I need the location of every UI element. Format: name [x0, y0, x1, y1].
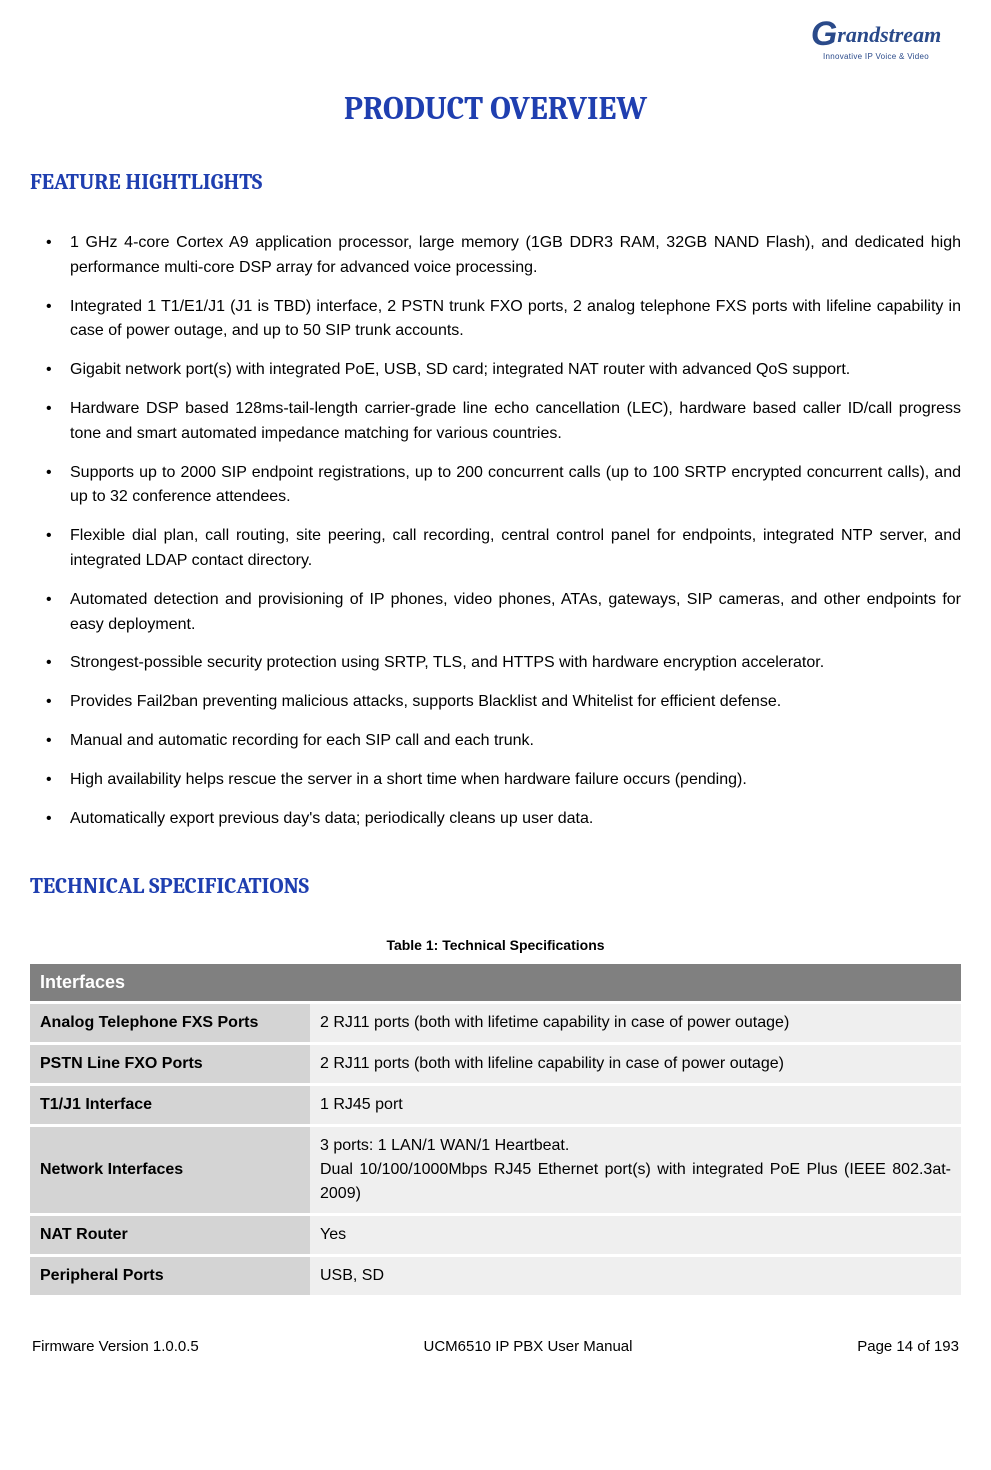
footer-page-number: Page 14 of 193 [857, 1338, 959, 1355]
list-item: Hardware DSP based 128ms-tail-length car… [38, 397, 961, 447]
feature-highlights-list: 1 GHz 4-core Cortex A9 application proce… [30, 231, 961, 831]
spec-label: Network Interfaces [30, 1127, 310, 1213]
spec-value: 2 RJ11 ports (both with lifetime capabil… [310, 1004, 961, 1042]
features-section-title: FEATURE HIGHTLIGHTS [30, 169, 961, 195]
table-row: PSTN Line FXO Ports 2 RJ11 ports (both w… [30, 1045, 961, 1083]
table-row: T1/J1 Interface 1 RJ45 port [30, 1086, 961, 1124]
page-footer: Firmware Version 1.0.0.5 UCM6510 IP PBX … [30, 1338, 961, 1355]
list-item: Strongest-possible security protection u… [38, 651, 961, 676]
footer-firmware-version: Firmware Version 1.0.0.5 [32, 1338, 199, 1355]
list-item: Manual and automatic recording for each … [38, 729, 961, 754]
spec-label: Peripheral Ports [30, 1257, 310, 1295]
spec-label: PSTN Line FXO Ports [30, 1045, 310, 1083]
spec-value: 1 RJ45 port [310, 1086, 961, 1124]
spec-label: NAT Router [30, 1216, 310, 1254]
list-item: Integrated 1 T1/E1/J1 (J1 is TBD) interf… [38, 295, 961, 345]
footer-document-title: UCM6510 IP PBX User Manual [424, 1338, 633, 1355]
list-item: Supports up to 2000 SIP endpoint registr… [38, 461, 961, 511]
list-item: Gigabit network port(s) with integrated … [38, 358, 961, 383]
tech-spec-table: Interfaces Analog Telephone FXS Ports 2 … [30, 961, 961, 1298]
table-row: Analog Telephone FXS Ports 2 RJ11 ports … [30, 1004, 961, 1042]
spec-label: T1/J1 Interface [30, 1086, 310, 1124]
logo-tagline: Innovative IP Voice & Video [811, 52, 941, 61]
spec-value: Yes [310, 1216, 961, 1254]
spec-value: 2 RJ11 ports (both with lifeline capabil… [310, 1045, 961, 1083]
table-section-header: Interfaces [30, 964, 961, 1001]
list-item: Automatically export previous day's data… [38, 807, 961, 832]
table-caption: Table 1: Technical Specifications [30, 937, 961, 953]
table-row: Peripheral Ports USB, SD [30, 1257, 961, 1295]
list-item: High availability helps rescue the serve… [38, 768, 961, 793]
table-row: NAT Router Yes [30, 1216, 961, 1254]
list-item: 1 GHz 4-core Cortex A9 application proce… [38, 231, 961, 281]
logo-g-letter: G [811, 15, 837, 53]
spec-value: USB, SD [310, 1257, 961, 1295]
list-item: Provides Fail2ban preventing malicious a… [38, 690, 961, 715]
tech-spec-section-title: TECHNICAL SPECIFICATIONS [30, 873, 961, 899]
logo-brand-text: randstream [837, 22, 941, 47]
table-row: Network Interfaces 3 ports: 1 LAN/1 WAN/… [30, 1127, 961, 1213]
spec-value: 3 ports: 1 LAN/1 WAN/1 Heartbeat. Dual 1… [310, 1127, 961, 1213]
list-item: Flexible dial plan, call routing, site p… [38, 524, 961, 574]
list-item: Automated detection and provisioning of … [38, 588, 961, 638]
brand-logo: Grandstream Innovative IP Voice & Video [791, 10, 961, 65]
spec-label: Analog Telephone FXS Ports [30, 1004, 310, 1042]
table-section-header-label: Interfaces [30, 964, 961, 1001]
page-title: PRODUCT OVERVIEW [30, 90, 961, 127]
